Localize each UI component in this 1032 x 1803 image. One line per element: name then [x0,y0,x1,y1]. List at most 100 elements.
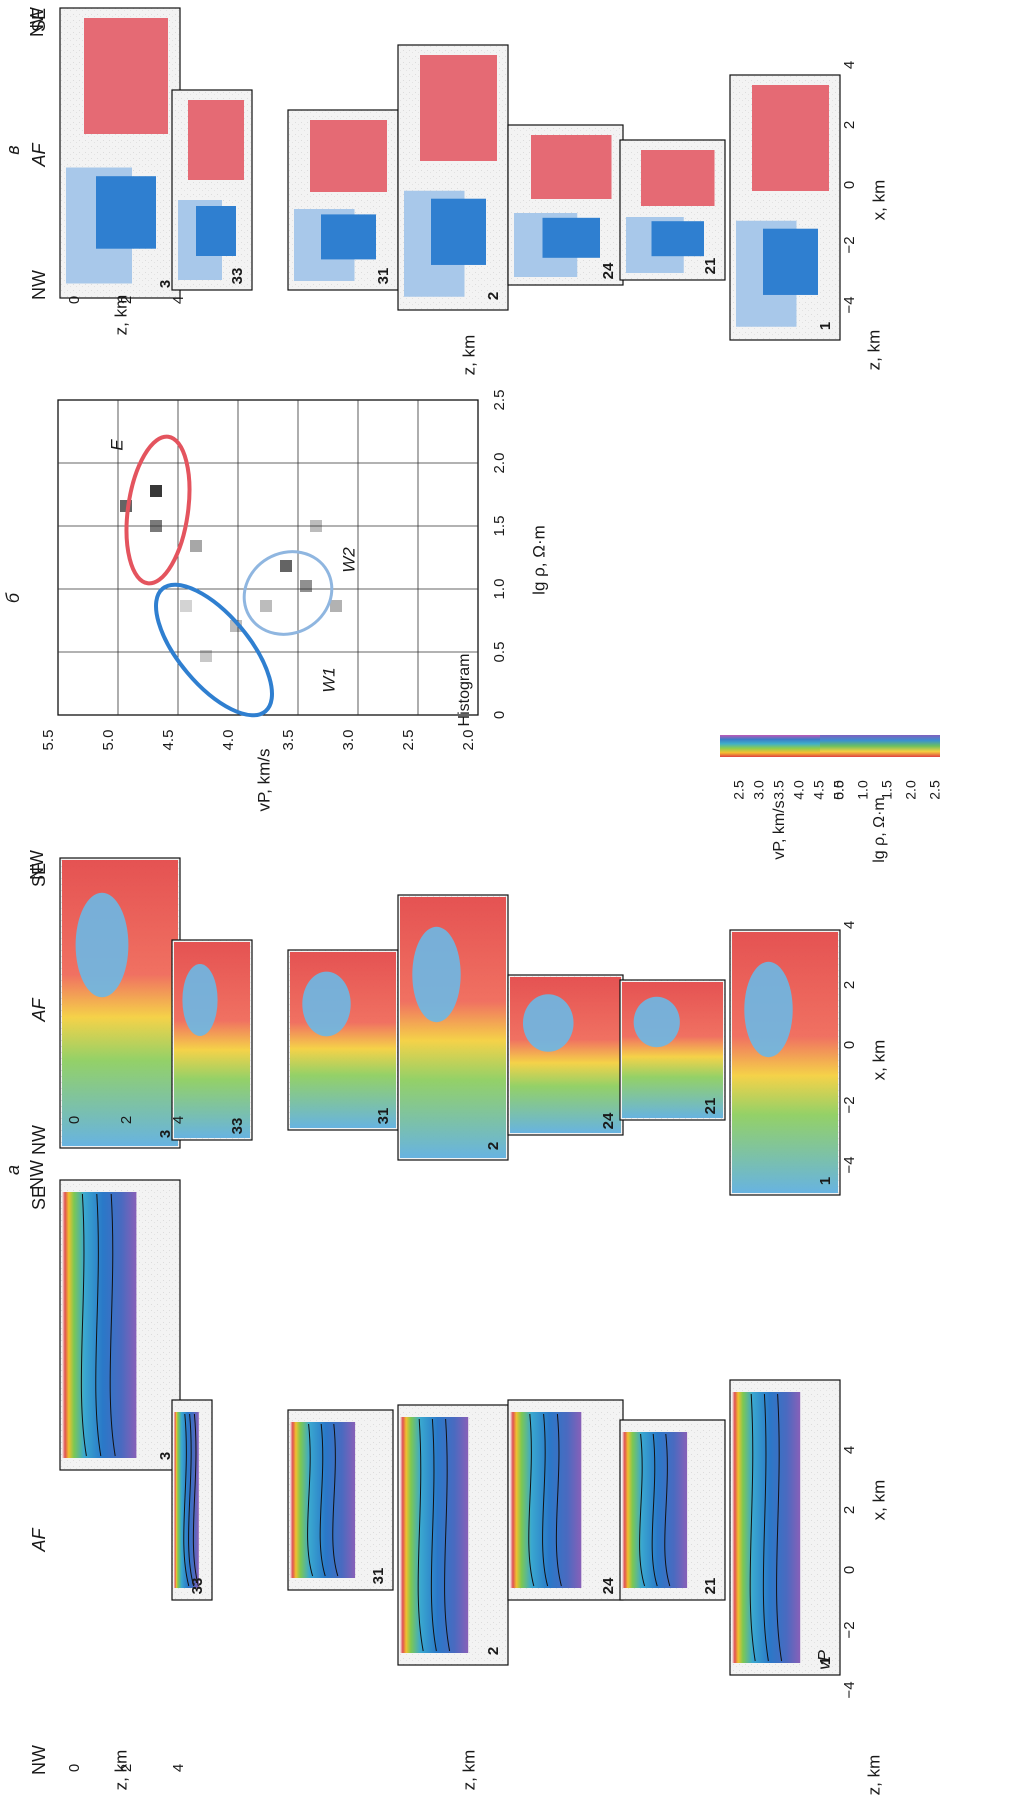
profile-strip: 33 [171,939,253,1141]
profile-strip: 2 [397,894,509,1161]
profile-number: 21 [702,258,719,275]
isoline [776,1393,783,1662]
x-tick-label: 4 [841,921,858,929]
isoline [664,1433,671,1587]
density-cell [190,540,202,552]
cluster-e [84,18,168,134]
cluster-label-w1: W1 [319,667,338,693]
profile-number: 1 [817,1657,834,1665]
label-nw: NW [29,1125,49,1155]
vp-fill [62,1192,137,1458]
histogram-x-tick: 2.5 [491,390,508,411]
profile-strip: 21 [619,139,726,281]
z-tick-label: 2 [118,1764,135,1772]
density-cell [330,600,342,612]
rho-fill [732,932,838,1193]
x-tick-label: 4 [841,61,858,69]
histogram-y-tick: 2.0 [460,730,477,751]
z-axis-label: z, km [864,330,883,371]
histogram-y-tick: 2.5 [400,730,417,751]
histogram-y-tick: 3.0 [340,730,357,751]
histogram-x-tick: 1.5 [491,516,508,537]
cluster-w1 [96,176,156,249]
profile-strip: 3 [59,7,181,299]
x-tick-label: 2 [841,981,858,989]
profile-strip: 1 [729,74,841,341]
rho-blob [522,994,574,1052]
histogram-x-tick: 0.5 [491,642,508,663]
profile-strip: 31 [287,109,399,291]
isoline [188,1413,195,1587]
x-tick-label: −4 [841,1681,858,1698]
panel-letter-a: а [3,1165,23,1175]
panel-b-histogram: E W1 W2 Histogram 5.5 5.0 4.5 4.0 3.5 3.0 2.5 2.0 0 0… [40,390,549,812]
z-axis-label: z, km [459,1750,478,1791]
rho-colorbar-tick: 1.5 [879,780,895,800]
profile-strip: 2 [397,1404,509,1666]
profile-strip: 33 [171,89,253,291]
isoline [80,1193,87,1457]
colorbars: 2.5 3.0 3.5 4.0 4.5 5.00.5 1.0 1.5 2.0 2.5vP, km/… [720,735,943,863]
histogram-y-tick: 5.0 [100,730,117,751]
rho-fill [622,982,723,1118]
histogram-ylabel: vP, km/s [254,749,273,812]
profile-number: 33 [229,268,246,285]
label-nw: NW [27,850,47,880]
ellipse-e [124,434,192,586]
vp-colorbar-tick: 5.0 [831,780,847,800]
x-tick-label: −4 [841,1156,858,1173]
vp-fill [510,1412,582,1588]
z-tick-label: 4 [170,1116,187,1124]
isoline [762,1393,769,1662]
profile-strip: 24 [507,124,624,286]
cluster-e [420,55,497,161]
density-cell [310,520,322,532]
z-axis-label: z, km [111,295,130,336]
z-tick-label: 0 [66,1764,83,1772]
z-tick-label: 2 [118,1116,135,1124]
cluster-e [310,120,387,192]
rho-colorbar [820,735,940,757]
cluster-w1 [196,206,236,256]
rho-fill [290,952,396,1128]
cluster-label-w2: W2 [339,547,358,573]
rho-blob [75,892,129,998]
ellipse-w2 [242,550,334,636]
profile-number: 3 [157,1130,174,1138]
profile-number: 31 [375,1108,392,1125]
vp-colorbar-tick: 4.0 [791,780,807,800]
rho-fill [400,897,506,1158]
rho-colorbar-tick: 1.0 [855,780,871,800]
cluster-w1 [431,198,486,265]
z-tick-label: 0 [66,1116,83,1124]
label-af: AF [29,1528,49,1553]
histogram-y-tick: 4.5 [160,730,177,751]
histogram-y-tick: 4.0 [220,730,237,751]
z-axis-label: z, km [864,1755,883,1796]
density-cell [260,600,272,612]
vp-colorbar-label: vP, km/s [771,800,788,859]
isoline [542,1413,549,1587]
cluster-w1 [542,217,600,258]
vp-colorbar-tick: 3.0 [751,780,767,800]
cluster-e [188,100,244,180]
cluster-w1 [651,221,704,257]
isoline [319,1423,326,1577]
profile-strip: 24 [507,974,624,1136]
isoline [307,1423,314,1577]
panel-letter-b: б [3,592,23,603]
profile-strip: 3 [59,1179,181,1471]
vp-colorbar-tick: 3.5 [771,780,787,800]
cluster-e [752,85,829,191]
profile-number: 24 [600,1112,617,1129]
density-cell [150,485,162,497]
isoline [749,1393,756,1662]
isoline [417,1418,424,1652]
profile-number: 2 [485,1142,502,1150]
vp-colorbar-tick: 4.5 [811,780,827,800]
histogram-label: Histogram [456,654,473,727]
z-tick-label: 4 [170,296,187,304]
label-nw: NW [27,7,47,37]
x-axis-label: x, km [869,1480,888,1521]
